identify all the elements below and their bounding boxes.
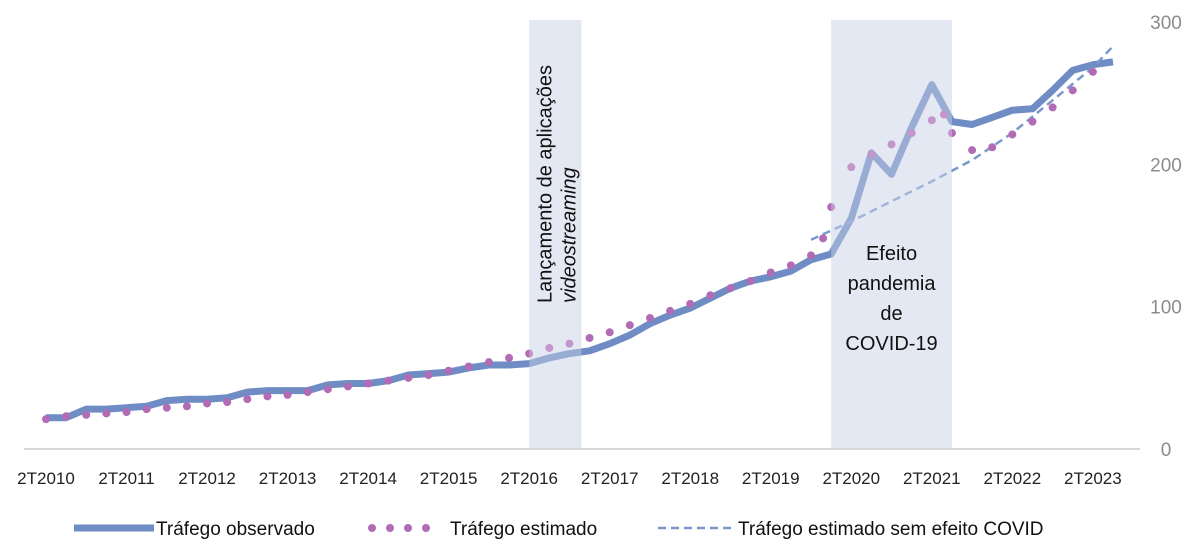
x-tick-label: 2T2022 xyxy=(984,469,1042,488)
estimated-point-8 xyxy=(182,402,191,411)
shaded-overlay-2 xyxy=(831,20,952,449)
estimated-point-51 xyxy=(1008,130,1017,139)
estimated-point-18 xyxy=(384,376,393,385)
estimated-point-20 xyxy=(424,370,433,379)
estimated-point-13 xyxy=(283,390,292,399)
y-tick-label: 0 xyxy=(1161,440,1172,461)
shaded-period-1 xyxy=(529,20,582,449)
estimated-point-29 xyxy=(605,328,614,337)
estimated-point-45 xyxy=(907,129,916,138)
estimated-point-26 xyxy=(545,343,554,352)
estimated-point-12 xyxy=(263,392,272,401)
estimated-point-27 xyxy=(565,339,574,348)
estimated-point-50 xyxy=(988,143,997,152)
estimated-point-33 xyxy=(686,299,695,308)
estimated-point-6 xyxy=(142,405,151,414)
legend-label-no-covid: Tráfego estimado sem efeito COVID xyxy=(738,519,1044,540)
annotation-covid-label: Efeito pandemia de COVID-19 xyxy=(845,243,937,355)
estimated-point-39 xyxy=(807,251,816,260)
x-tick-label: 2T2021 xyxy=(903,469,961,488)
series-line-no-covid xyxy=(810,45,1114,241)
estimated-point-17 xyxy=(364,379,373,388)
estimated-point-9 xyxy=(203,399,212,408)
estimated-point-30 xyxy=(625,321,634,330)
legend-swatch-estimated-dot xyxy=(386,524,394,532)
estimated-point-40 xyxy=(819,234,828,243)
y-tick-label: 200 xyxy=(1150,155,1182,176)
annotation-videostreaming-label: Lançamento de aplicações videostreaming xyxy=(534,65,580,303)
estimated-point-10 xyxy=(223,398,232,407)
legend-swatch-estimated-dot xyxy=(404,524,412,532)
shaded-overlay-1 xyxy=(529,20,582,449)
estimated-point-23 xyxy=(484,358,493,367)
y-tick-label: 100 xyxy=(1150,298,1182,319)
estimated-point-37 xyxy=(766,268,775,277)
series-line-observed xyxy=(46,58,1114,422)
estimated-point-15 xyxy=(323,385,332,394)
estimated-point-49 xyxy=(968,146,977,155)
estimated-point-32 xyxy=(666,306,675,315)
estimated-point-44 xyxy=(887,140,896,149)
estimated-point-16 xyxy=(343,382,352,391)
legend-swatch-estimated-dot xyxy=(368,524,376,532)
estimated-point-21 xyxy=(444,366,453,375)
estimated-point-47 xyxy=(939,110,948,119)
estimated-point-34 xyxy=(706,291,715,300)
x-tick-label: 2T2018 xyxy=(661,469,719,488)
estimated-point-36 xyxy=(746,277,755,286)
estimated-point-43 xyxy=(867,150,876,159)
legend-swatch-estimated-dot xyxy=(422,524,430,532)
estimated-point-24 xyxy=(505,353,514,362)
estimated-point-55 xyxy=(1088,67,1097,76)
x-tick-label: 2T2014 xyxy=(339,469,397,488)
x-tick-label: 2T2020 xyxy=(822,469,880,488)
x-tick-label: 2T2015 xyxy=(420,469,478,488)
legend-label-estimated: Tráfego estimado xyxy=(450,519,597,540)
estimated-point-7 xyxy=(162,403,171,412)
estimated-point-14 xyxy=(303,388,312,397)
estimated-point-46 xyxy=(927,116,936,125)
legend-label-observed: Tráfego observado xyxy=(156,519,315,540)
estimated-point-4 xyxy=(102,409,111,418)
estimated-point-54 xyxy=(1068,86,1077,95)
x-tick-label: 2T2010 xyxy=(17,469,75,488)
estimated-point-52 xyxy=(1028,117,1037,126)
estimated-point-35 xyxy=(726,284,735,293)
estimated-point-2 xyxy=(62,412,71,421)
estimated-point-28 xyxy=(585,333,594,342)
x-tick-label: 2T2012 xyxy=(178,469,236,488)
estimated-point-22 xyxy=(464,362,473,371)
x-tick-label: 2T2013 xyxy=(259,469,317,488)
estimated-point-48 xyxy=(947,129,956,138)
y-tick-label: 300 xyxy=(1150,13,1182,34)
estimated-point-19 xyxy=(404,373,413,382)
estimated-point-38 xyxy=(786,261,795,270)
estimated-point-53 xyxy=(1048,103,1057,112)
estimated-point-41 xyxy=(827,203,836,212)
x-tick-label: 2T2011 xyxy=(98,469,154,488)
estimated-point-3 xyxy=(82,410,91,419)
estimated-point-11 xyxy=(243,395,252,404)
x-tick-label: 2T2017 xyxy=(581,469,639,488)
estimated-point-31 xyxy=(645,314,654,323)
estimated-point-25 xyxy=(525,349,534,358)
x-tick-label: 2T2019 xyxy=(742,469,800,488)
estimated-point-42 xyxy=(847,163,856,172)
x-tick-label: 2T2023 xyxy=(1064,469,1122,488)
estimated-point-5 xyxy=(122,407,131,416)
estimated-point-1 xyxy=(42,415,50,424)
x-tick-label: 2T2016 xyxy=(500,469,558,488)
